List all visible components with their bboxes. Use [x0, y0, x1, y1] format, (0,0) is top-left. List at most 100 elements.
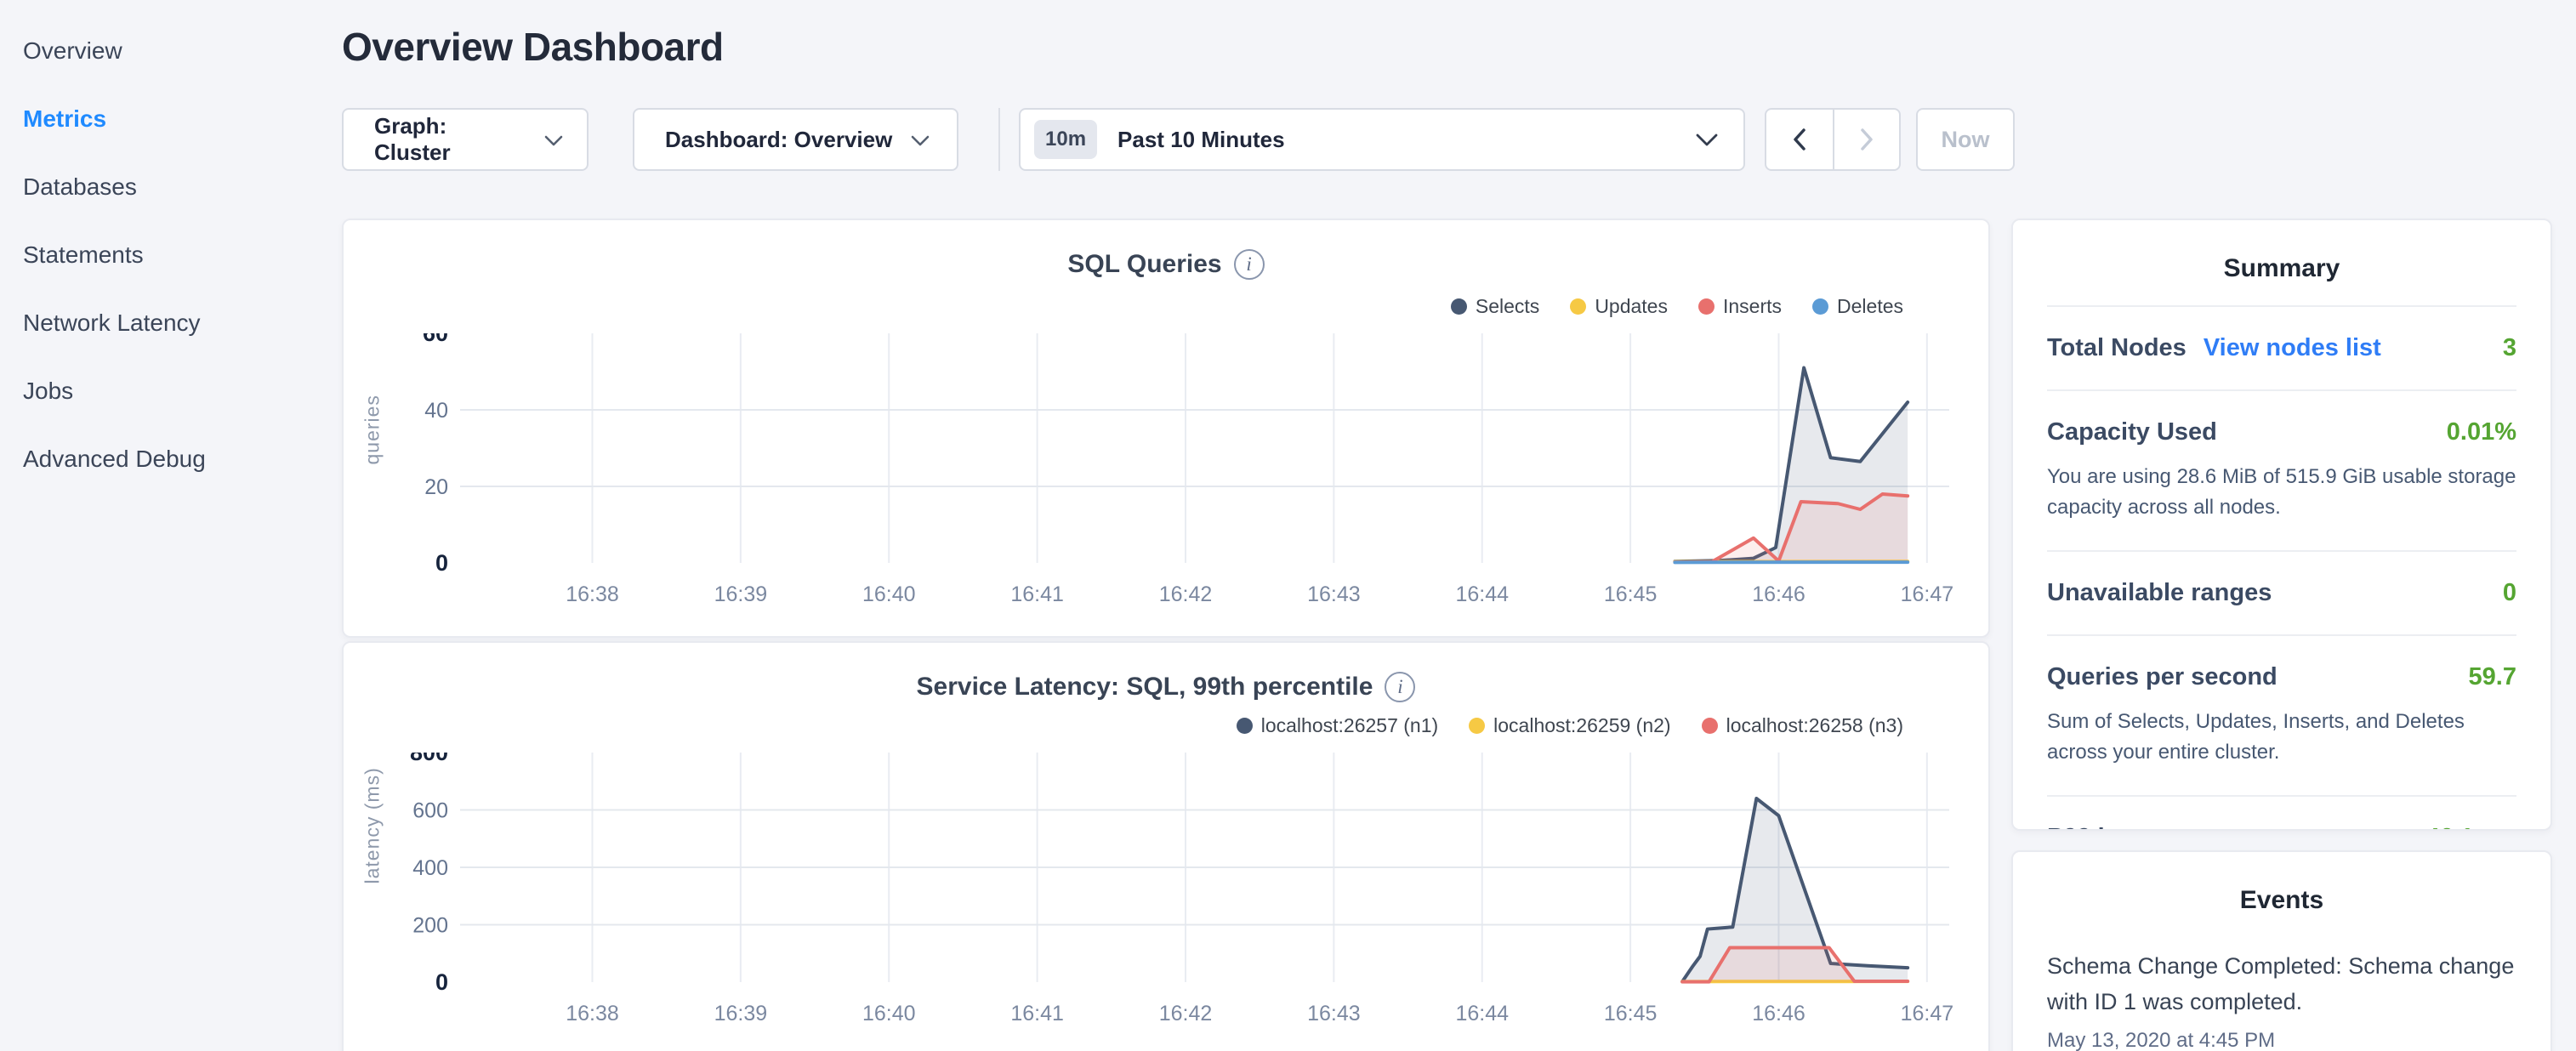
- event-list-item[interactable]: Schema Change Completed: Schema change w…: [2047, 949, 2516, 1051]
- event-timestamp: May 13, 2020 at 4:45 PM: [2047, 1028, 2276, 1051]
- sidebar-item-advanced-debug[interactable]: Advanced Debug: [23, 446, 206, 472]
- svg-text:16:47: 16:47: [1901, 582, 1954, 606]
- legend-label: Updates: [1595, 295, 1668, 317]
- svg-text:16:44: 16:44: [1455, 1002, 1509, 1025]
- summary-value: 59.7: [2468, 663, 2516, 690]
- summary-label: P99 latency: [2047, 824, 2183, 829]
- chart-legend: Selects Updates Inserts Deletes: [1450, 295, 1903, 318]
- legend-label: localhost:26258 (n3): [1726, 714, 1903, 736]
- legend-label: Inserts: [1722, 295, 1783, 317]
- events-panel: Events Schema Change Completed: Schema c…: [2011, 850, 2552, 1051]
- legend-item: Updates: [1570, 295, 1668, 318]
- summary-title: Summary: [2223, 254, 2340, 282]
- controls-divider: [998, 108, 1000, 171]
- sidebar-item-databases[interactable]: Databases: [23, 173, 137, 200]
- sidebar-item-metrics[interactable]: Metrics: [23, 105, 107, 132]
- svg-text:16:45: 16:45: [1604, 1002, 1658, 1025]
- sql-queries-plot[interactable]: 16:38 16:39 16:40 16:41 16:42 16:43 16:44 16:45…: [344, 333, 1988, 627]
- summary-row-p99-latency: P99 latency 46.1 ms: [2047, 795, 2516, 829]
- legend-item: localhost:26257 (n1): [1236, 714, 1439, 737]
- service-latency-plot[interactable]: 16:38 16:39 16:40 16:41 16:42 16:43 16:44 16:45…: [344, 753, 1988, 1046]
- events-title: Events: [2239, 886, 2324, 914]
- time-step-group: [1765, 108, 1901, 171]
- svg-text:16:43: 16:43: [1307, 582, 1361, 606]
- legend-dot-icon: [1469, 718, 1486, 734]
- summary-row-capacity-used: Capacity Used 0.01% You are using 28.6 M…: [2047, 389, 2516, 550]
- svg-text:16:43: 16:43: [1307, 1002, 1361, 1025]
- svg-text:0: 0: [435, 969, 448, 995]
- chart-legend: localhost:26257 (n1) localhost:26259 (n2)…: [1236, 714, 1903, 737]
- svg-text:16:38: 16:38: [566, 1002, 619, 1025]
- svg-text:60: 60: [423, 333, 448, 346]
- info-icon[interactable]: i: [1385, 672, 1416, 702]
- legend-item: localhost:26258 (n3): [1701, 714, 1903, 737]
- svg-text:16:38: 16:38: [566, 582, 619, 606]
- chevron-down-icon: [544, 127, 563, 153]
- summary-label: Capacity Used: [2047, 418, 2217, 446]
- summary-label: Total Nodes: [2047, 334, 2186, 361]
- summary-row-queries-per-second: Queries per second 59.7 Sum of Selects, …: [2047, 634, 2516, 795]
- legend-dot-icon: [1570, 298, 1587, 315]
- prev-time-button[interactable]: [1766, 110, 1833, 169]
- legend-dot-icon: [1450, 298, 1467, 315]
- sidebar-item-overview[interactable]: Overview: [23, 37, 122, 64]
- graph-scope-dropdown[interactable]: Graph: Cluster: [342, 108, 589, 171]
- summary-panel: Summary Total Nodes View nodes list 3 Ca…: [2011, 219, 2552, 831]
- summary-row-total-nodes: Total Nodes View nodes list 3: [2047, 305, 2516, 389]
- time-range-label: Past 10 Minutes: [1117, 126, 1285, 152]
- svg-text:16:42: 16:42: [1159, 582, 1213, 606]
- svg-text:400: 400: [412, 856, 448, 880]
- svg-text:16:45: 16:45: [1604, 582, 1658, 606]
- legend-label: localhost:26257 (n1): [1260, 714, 1439, 736]
- svg-text:16:47: 16:47: [1901, 1002, 1954, 1025]
- legend-dot-icon: [1697, 298, 1714, 315]
- svg-text:16:41: 16:41: [1010, 1002, 1064, 1025]
- sidebar: Overview Metrics Databases Statements Ne…: [0, 0, 323, 1051]
- svg-text:16:39: 16:39: [714, 1002, 768, 1025]
- next-time-button[interactable]: [1833, 110, 1899, 169]
- sidebar-item-statements[interactable]: Statements: [23, 241, 144, 268]
- legend-label: Selects: [1475, 295, 1540, 317]
- svg-text:600: 600: [412, 799, 448, 823]
- sidebar-item-jobs[interactable]: Jobs: [23, 378, 74, 404]
- chart-title: Service Latency: SQL, 99th percentile: [916, 673, 1373, 701]
- svg-text:20: 20: [424, 475, 448, 499]
- svg-text:40: 40: [424, 399, 448, 423]
- legend-item: Inserts: [1697, 295, 1783, 318]
- svg-text:16:42: 16:42: [1159, 1002, 1213, 1025]
- summary-value: 0: [2502, 579, 2516, 606]
- svg-text:16:40: 16:40: [862, 1002, 916, 1025]
- info-icon[interactable]: i: [1233, 249, 1265, 280]
- graph-scope-label: Graph: Cluster: [374, 113, 451, 165]
- sidebar-item-network-latency[interactable]: Network Latency: [23, 310, 201, 336]
- svg-text:16:40: 16:40: [862, 582, 916, 606]
- event-message: Schema Change Completed: Schema change w…: [2047, 953, 2515, 1014]
- service-latency-chart-panel: Service Latency: SQL, 99th percentile i …: [342, 641, 1990, 1051]
- now-button[interactable]: Now: [1916, 108, 2015, 171]
- time-range-badge: 10m: [1034, 120, 1098, 159]
- svg-text:16:44: 16:44: [1455, 582, 1509, 606]
- svg-text:16:39: 16:39: [714, 582, 768, 606]
- legend-dot-icon: [1812, 298, 1829, 315]
- sql-queries-chart-panel: SQL Queries i Selects Updates Inserts Delet…: [342, 219, 1990, 638]
- summary-value: 3: [2502, 334, 2516, 361]
- page-title: Overview Dashboard: [342, 25, 724, 69]
- svg-text:16:46: 16:46: [1752, 582, 1805, 606]
- legend-item: Selects: [1450, 295, 1540, 318]
- legend-label: localhost:26259 (n2): [1493, 714, 1671, 736]
- svg-text:16:41: 16:41: [1010, 582, 1064, 606]
- legend-dot-icon: [1701, 718, 1718, 734]
- svg-text:16:46: 16:46: [1752, 1002, 1805, 1025]
- time-range-selector[interactable]: 10m Past 10 Minutes: [1019, 108, 1745, 171]
- chevron-down-icon: [911, 127, 930, 153]
- view-nodes-list-link[interactable]: View nodes list: [2203, 334, 2381, 361]
- summary-label: Unavailable ranges: [2047, 579, 2272, 606]
- dashboard-dropdown[interactable]: Dashboard: Overview: [633, 108, 958, 171]
- legend-item: localhost:26259 (n2): [1469, 714, 1671, 737]
- legend-item: Deletes: [1812, 295, 1903, 318]
- legend-label: Deletes: [1837, 295, 1903, 317]
- controls-bar: Graph: Cluster Dashboard: Overview 10m P…: [0, 108, 2576, 171]
- summary-row-unavailable-ranges: Unavailable ranges 0: [2047, 550, 2516, 634]
- summary-label: Queries per second: [2047, 663, 2277, 690]
